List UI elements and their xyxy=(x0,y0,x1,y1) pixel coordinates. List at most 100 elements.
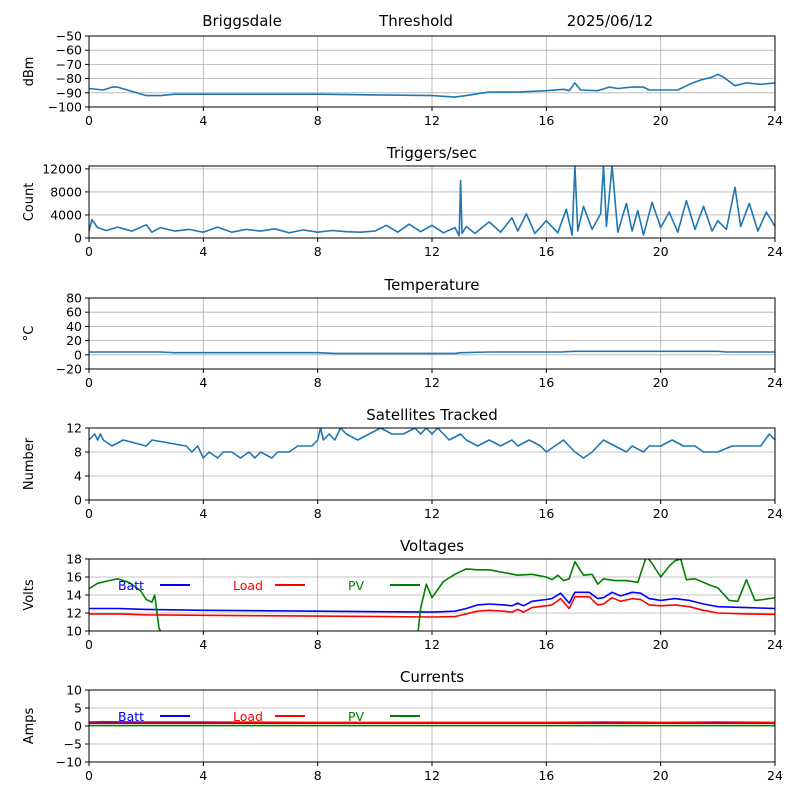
temperature-ytick-label: 0 xyxy=(74,347,82,362)
voltages-xtick-label: 4 xyxy=(199,637,207,652)
signal-panel: 0 4 8 12 16 20 24 −100−90−80−70−60−50 dBm xyxy=(22,29,783,129)
currents-panel: 0 4 8 12 16 20 24 −10 −5 0 5 10 Currents Amps Batt Load… xyxy=(22,668,783,783)
temperature-ytick-label: 40 xyxy=(66,319,82,334)
currents-legend-label-pv: PV xyxy=(348,709,365,724)
voltages-xtick-label: 0 xyxy=(85,637,93,652)
currents-legend-label-load: Load xyxy=(233,709,263,724)
voltages-xtick-label: 8 xyxy=(314,637,322,652)
triggers-xtick-label: 0 xyxy=(85,244,93,259)
currents-ytick-label: −5 xyxy=(64,737,82,752)
currents-ytick-label: −10 xyxy=(56,755,82,770)
signal-xtick-label: 0 xyxy=(85,113,93,128)
triggers-ytick-label: 0 xyxy=(74,231,82,246)
voltages-series-line-batt xyxy=(89,591,775,613)
triggers-title: Triggers/sec xyxy=(386,144,477,162)
voltages-xtick-label: 12 xyxy=(424,637,440,652)
triggers-ytick-label: 4000 xyxy=(50,207,82,222)
currents-title: Currents xyxy=(400,668,464,686)
header-mode: Threshold xyxy=(378,12,453,30)
currents-legend-label-batt: Batt xyxy=(118,709,144,724)
satellites-title: Satellites Tracked xyxy=(366,406,497,424)
satellites-xtick-label: 0 xyxy=(85,506,93,521)
satellites-xtick-label: 16 xyxy=(538,506,554,521)
currents-xtick-label: 16 xyxy=(538,768,554,783)
temperature-ytick-label: 20 xyxy=(66,333,82,348)
currents-xtick-label: 24 xyxy=(767,768,783,783)
signal-xtick-label: 12 xyxy=(424,113,440,128)
signal-series-line xyxy=(89,73,775,98)
currents-ytick-label: 0 xyxy=(74,719,82,734)
signal-ylabel: dBm xyxy=(22,57,37,87)
satellites-xtick-label: 4 xyxy=(199,506,207,521)
currents-xtick-label: 4 xyxy=(199,768,207,783)
temperature-ytick-label: 60 xyxy=(66,305,82,320)
triggers-series-line xyxy=(89,166,775,237)
satellites-xtick-label: 12 xyxy=(424,506,440,521)
satellites-xtick-label: 20 xyxy=(653,506,669,521)
temperature-ylabel: °C xyxy=(22,326,37,342)
signal-xtick-label: 20 xyxy=(653,113,669,128)
satellites-ytick-label: 12 xyxy=(66,421,82,436)
triggers-ytick-label: 12000 xyxy=(42,161,82,176)
temperature-ytick-label: 80 xyxy=(66,291,82,306)
temperature-xtick-label: 16 xyxy=(538,375,554,390)
temperature-xtick-label: 24 xyxy=(767,375,783,390)
voltages-series-line-load xyxy=(89,595,775,618)
currents-ylabel: Amps xyxy=(22,707,37,744)
triggers-ylabel: Count xyxy=(22,183,37,222)
currents-series-line-load xyxy=(89,720,775,724)
voltages-panel: 0 4 8 12 16 20 24 10 12 14 16 18 Voltages Volts Batt Lo… xyxy=(22,537,783,652)
voltages-legend-label-load: Load xyxy=(233,578,263,593)
voltages-ytick-label: 14 xyxy=(66,588,82,603)
temperature-xtick-label: 20 xyxy=(653,375,669,390)
triggers-xtick-label: 12 xyxy=(424,244,440,259)
satellites-series-line xyxy=(89,428,775,459)
signal-xtick-label: 4 xyxy=(199,113,207,128)
signal-xtick-label: 16 xyxy=(538,113,554,128)
temperature-xtick-label: 0 xyxy=(85,375,93,390)
satellites-xtick-label: 8 xyxy=(314,506,322,521)
satellites-ytick-label: 0 xyxy=(74,493,82,508)
temperature-xtick-label: 12 xyxy=(424,375,440,390)
currents-xtick-label: 12 xyxy=(424,768,440,783)
triggers-ytick-label: 8000 xyxy=(50,184,82,199)
temperature-xtick-label: 4 xyxy=(199,375,207,390)
voltages-xtick-label: 16 xyxy=(538,637,554,652)
voltages-ytick-label: 10 xyxy=(66,624,82,639)
satellites-ylabel: Number xyxy=(22,437,37,490)
triggers-xtick-label: 4 xyxy=(199,244,207,259)
header-date: 2025/06/12 xyxy=(567,12,653,30)
temperature-ytick-label: −20 xyxy=(56,362,82,377)
voltages-ytick-label: 18 xyxy=(66,552,82,567)
voltages-legend-label-pv: PV xyxy=(348,578,365,593)
header-station: Briggsdale xyxy=(202,12,282,30)
triggers-xtick-label: 20 xyxy=(653,244,669,259)
satellites-ytick-label: 8 xyxy=(74,445,82,460)
signal-ytick-label: −80 xyxy=(56,71,82,86)
signal-ytick-label: −100 xyxy=(48,100,82,115)
temperature-title: Temperature xyxy=(383,276,479,294)
signal-ytick-label: −50 xyxy=(56,29,82,44)
voltages-ylabel: Volts xyxy=(22,579,37,611)
currents-xtick-label: 8 xyxy=(314,768,322,783)
currents-ytick-label: 10 xyxy=(66,683,82,698)
voltages-xtick-label: 24 xyxy=(767,637,783,652)
currents-xtick-label: 0 xyxy=(85,768,93,783)
currents-ytick-label: 5 xyxy=(74,701,82,716)
voltages-title: Voltages xyxy=(400,537,464,555)
triggers-xtick-label: 16 xyxy=(538,244,554,259)
signal-ytick-label: −70 xyxy=(56,57,82,72)
temperature-series-line xyxy=(89,350,775,355)
triggers-panel: 0 4 8 12 16 20 24 0 4000 8000 12000 Triggers/sec Cou… xyxy=(22,144,783,259)
signal-ytick-label: −90 xyxy=(56,85,82,100)
triggers-xtick-label: 24 xyxy=(767,244,783,259)
voltages-legend-label-batt: Batt xyxy=(118,578,144,593)
temperature-xtick-label: 8 xyxy=(314,375,322,390)
satellites-xtick-label: 24 xyxy=(767,506,783,521)
voltages-ytick-label: 16 xyxy=(66,570,82,585)
voltages-ytick-label: 12 xyxy=(66,606,82,621)
signal-xtick-label: 24 xyxy=(767,113,783,128)
currents-xtick-label: 20 xyxy=(653,768,669,783)
